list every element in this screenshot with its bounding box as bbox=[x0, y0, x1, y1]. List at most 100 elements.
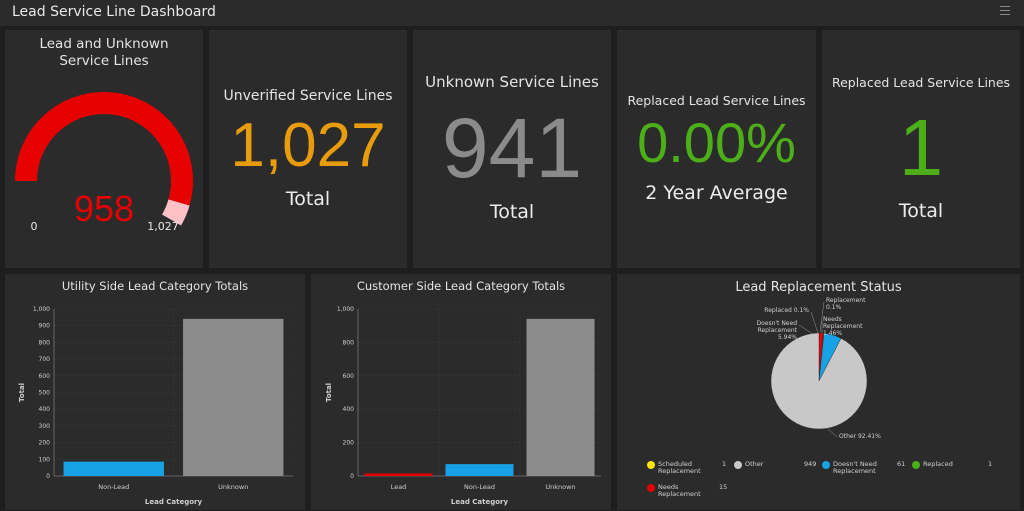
utility-chart-panel: Utility Side Lead Category Totals 0 100 20… bbox=[5, 274, 305, 510]
legend-item[interactable]: Replaced 1 bbox=[912, 460, 992, 469]
kpi-unverified-title: Unverified Service Lines bbox=[223, 88, 393, 104]
legend-count: 1 bbox=[988, 460, 993, 468]
y-tick-label: 1,000 bbox=[33, 306, 50, 313]
pie-callout-label: Replacement bbox=[823, 323, 863, 330]
bar-lead[interactable] bbox=[364, 473, 433, 476]
customer-chart-title: Customer Side Lead Category Totals bbox=[356, 279, 566, 293]
pie-slice-other[interactable] bbox=[770, 332, 868, 430]
legend-item[interactable]: Doesn't Need Replacement 61 bbox=[822, 460, 905, 475]
kpi-unverified-value: 1,027 bbox=[230, 111, 386, 180]
legend-label: Other bbox=[745, 460, 764, 468]
gauge-chart: 958 0 1,027 bbox=[15, 92, 193, 233]
bar-unknown[interactable] bbox=[183, 318, 284, 476]
pie-callout-label: Doesn't Need bbox=[757, 320, 798, 327]
utility-chart-title: Utility Side Lead Category Totals bbox=[61, 279, 249, 293]
utility-bar-chart: 0 100 200 300 400 500 600 700 800 900 1,000 Non-Lea… bbox=[18, 306, 293, 506]
pie-chart-panel: Lead Replacement Status Replacement 0.1% N… bbox=[617, 274, 1020, 510]
kpi-unknown-sub: Total bbox=[489, 201, 535, 223]
callout-line bbox=[826, 427, 838, 438]
gauge-max-label: 1,027 bbox=[147, 220, 179, 233]
kpi-replaced-pct-panel: Replaced Lead Service Lines 0.00% 2 Year… bbox=[617, 30, 816, 268]
x-tick-label: Non-Lead bbox=[464, 483, 495, 491]
bar-unknown[interactable] bbox=[526, 318, 595, 476]
y-tick-label: 800 bbox=[343, 339, 355, 346]
legend-count: 1 bbox=[722, 460, 727, 468]
bar-non-lead[interactable] bbox=[63, 461, 164, 476]
kpi-unverified-sub: Total bbox=[285, 188, 331, 210]
y-tick-label: 700 bbox=[39, 356, 51, 363]
menu-icon[interactable] bbox=[1000, 6, 1010, 16]
kpi-replaced-pct-value: 0.00% bbox=[637, 111, 796, 174]
bar-non-lead[interactable] bbox=[445, 464, 514, 476]
legend-label: Scheduled Replacement bbox=[658, 460, 701, 475]
gauge-arc-remainder bbox=[161, 199, 190, 226]
kpi-replaced-pct-title: Replaced Lead Service Lines bbox=[627, 93, 806, 108]
kpi-replaced-panel: Replaced Lead Service Lines 1 Total bbox=[822, 30, 1020, 268]
pie-callout-label: 0.1% bbox=[826, 304, 842, 311]
x-tick-label: Lead bbox=[391, 483, 407, 491]
legend-item[interactable]: Needs Replacement 15 bbox=[647, 483, 727, 498]
callout-line bbox=[798, 324, 814, 335]
legend-count: 15 bbox=[719, 483, 728, 491]
kpi-unknown-title: Unknown Service Lines bbox=[425, 73, 599, 91]
y-tick-label: 500 bbox=[39, 390, 51, 397]
kpi-replaced-title: Replaced Lead Service Lines bbox=[831, 75, 1011, 90]
legend-swatch bbox=[734, 461, 742, 469]
pie-callout-label: Needs bbox=[823, 316, 842, 323]
gauge-title: Lead and Unknown Service Lines bbox=[39, 36, 169, 69]
x-tick-label: Unknown bbox=[218, 483, 248, 491]
y-tick-label: 400 bbox=[39, 406, 51, 413]
y-axis-label: Total bbox=[325, 383, 333, 402]
kpi-unknown-value: 941 bbox=[441, 101, 583, 195]
pie-chart-title: Lead Replacement Status bbox=[735, 280, 902, 295]
kpi-replaced-sub: Total bbox=[898, 200, 944, 222]
y-tick-label: 1,000 bbox=[337, 306, 354, 313]
gauge-arc-value bbox=[15, 92, 193, 206]
pie-callout-label: 5.94% bbox=[778, 334, 797, 341]
gauge-panel: Lead and Unknown Service Lines 958 0 1,0… bbox=[5, 30, 203, 268]
legend-count: 61 bbox=[897, 460, 906, 468]
dashboard-header: Lead Service Line Dashboard bbox=[0, 0, 1024, 26]
pie-callout-label: 1.46% bbox=[823, 330, 842, 337]
callout-line bbox=[819, 301, 825, 333]
x-axis-label: Lead Category bbox=[451, 498, 509, 506]
gauge-min-label: 0 bbox=[31, 220, 38, 233]
dashboard-title: Lead Service Line Dashboard bbox=[12, 4, 216, 20]
x-tick-label: Non-Lead bbox=[98, 483, 129, 491]
y-tick-label: 300 bbox=[39, 423, 51, 430]
gauge-value: 958 bbox=[74, 188, 134, 229]
legend-swatch bbox=[912, 461, 920, 469]
customer-chart-panel: Customer Side Lead Category Totals 0 200 4… bbox=[311, 274, 611, 510]
y-tick-label: 900 bbox=[39, 323, 51, 330]
pie-callout-label: Replacement bbox=[758, 327, 798, 334]
y-tick-label: 200 bbox=[343, 440, 355, 447]
callout-line bbox=[810, 311, 819, 334]
legend-swatch bbox=[647, 461, 655, 469]
y-tick-label: 0 bbox=[350, 473, 354, 480]
kpi-unverified-panel: Unverified Service Lines 1,027 Total bbox=[209, 30, 407, 268]
y-tick-label: 800 bbox=[39, 339, 51, 346]
customer-bar-chart: 0 200 400 600 800 1,000 Lead Non-Lead Unknown Lea… bbox=[325, 306, 601, 506]
legend-label: Replaced bbox=[923, 460, 953, 468]
legend-label: Doesn't Need Replacement bbox=[833, 460, 877, 475]
legend-count: 949 bbox=[804, 460, 817, 468]
x-tick-label: Unknown bbox=[545, 483, 575, 491]
legend-swatch bbox=[647, 484, 655, 492]
legend-item[interactable]: Scheduled Replacement 1 bbox=[647, 460, 726, 475]
y-tick-label: 0 bbox=[46, 473, 50, 480]
kpi-unknown-panel: Unknown Service Lines 941 Total bbox=[413, 30, 611, 268]
lead-replacement-pie: Replacement0.1%NeedsReplacement1.46%Repl… bbox=[757, 297, 882, 440]
x-axis-label: Lead Category bbox=[145, 498, 203, 506]
y-tick-label: 600 bbox=[39, 373, 51, 380]
legend-label: Needs Replacement bbox=[658, 483, 701, 498]
pie-callout-label: Replaced 0.1% bbox=[764, 307, 809, 314]
pie-callout-label: Replacement bbox=[826, 297, 866, 304]
y-axis-label: Total bbox=[18, 383, 26, 402]
y-tick-label: 600 bbox=[343, 373, 355, 380]
legend-swatch bbox=[822, 461, 830, 469]
y-tick-label: 200 bbox=[39, 440, 51, 447]
legend-item[interactable]: Other 949 bbox=[734, 460, 816, 469]
y-tick-label: 100 bbox=[39, 456, 51, 463]
kpi-replaced-pct-sub: 2 Year Average bbox=[645, 182, 788, 204]
y-tick-label: 400 bbox=[343, 406, 355, 413]
